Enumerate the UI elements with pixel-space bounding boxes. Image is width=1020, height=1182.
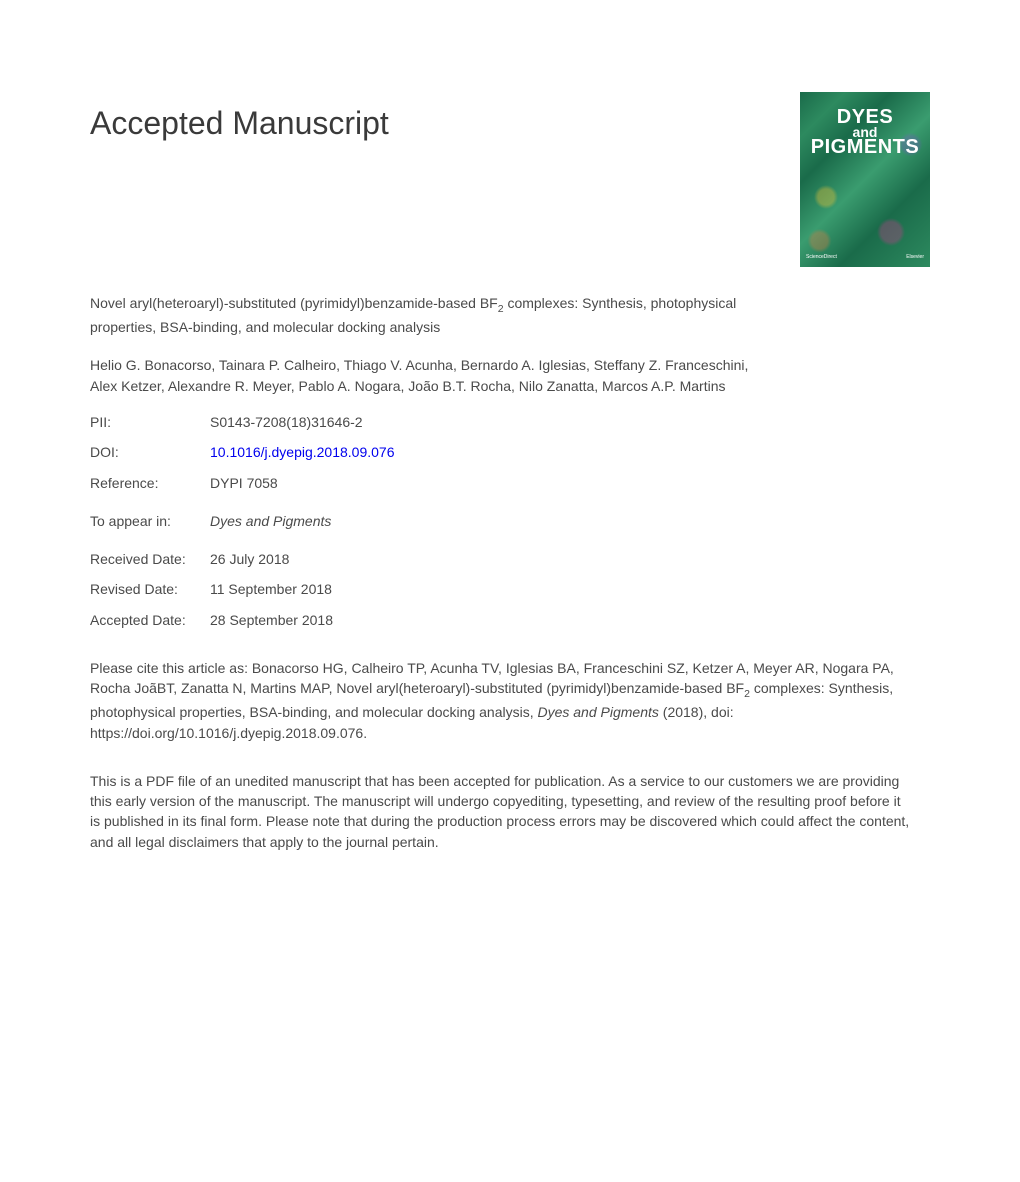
- authors-list: Helio G. Bonacorso, Tainara P. Calheiro,…: [90, 355, 770, 396]
- pii-value: S0143-7208(18)31646-2: [210, 412, 363, 432]
- cover-footer-left: ScienceDirect: [806, 254, 837, 261]
- citation-text: Please cite this article as: Bonacorso H…: [90, 658, 910, 743]
- disclaimer-text: This is a PDF file of an unedited manusc…: [90, 771, 910, 852]
- revised-date-label: Revised Date:: [90, 579, 210, 599]
- reference-value: DYPI 7058: [210, 473, 278, 493]
- reference-label: Reference:: [90, 473, 210, 493]
- dates-block: Received Date: 26 July 2018 Revised Date…: [90, 549, 930, 630]
- article-title: Novel aryl(heteroaryl)-substituted (pyri…: [90, 293, 770, 337]
- accepted-date-value: 28 September 2018: [210, 610, 333, 630]
- cover-word-pigments: PIGMENTS: [800, 138, 930, 157]
- revised-date-value: 11 September 2018: [210, 579, 332, 599]
- metadata-table: PII: S0143-7208(18)31646-2 DOI: 10.1016/…: [90, 412, 930, 493]
- doi-link[interactable]: 10.1016/j.dyepig.2018.09.076: [210, 444, 395, 460]
- appear-in-label: To appear in:: [90, 511, 210, 531]
- received-date-value: 26 July 2018: [210, 549, 289, 569]
- appear-in-value: Dyes and Pigments: [210, 511, 331, 531]
- accepted-date-label: Accepted Date:: [90, 610, 210, 630]
- page-title: Accepted Manuscript: [90, 100, 389, 146]
- pii-label: PII:: [90, 412, 210, 432]
- journal-cover: DYES and PIGMENTS ScienceDirect Elsevier: [800, 92, 930, 267]
- doi-label: DOI:: [90, 442, 210, 462]
- citation-journal: Dyes and Pigments: [537, 704, 658, 720]
- received-date-label: Received Date:: [90, 549, 210, 569]
- article-title-part1: Novel aryl(heteroaryl)-substituted (pyri…: [90, 295, 498, 311]
- cover-footer-right: Elsevier: [906, 254, 924, 261]
